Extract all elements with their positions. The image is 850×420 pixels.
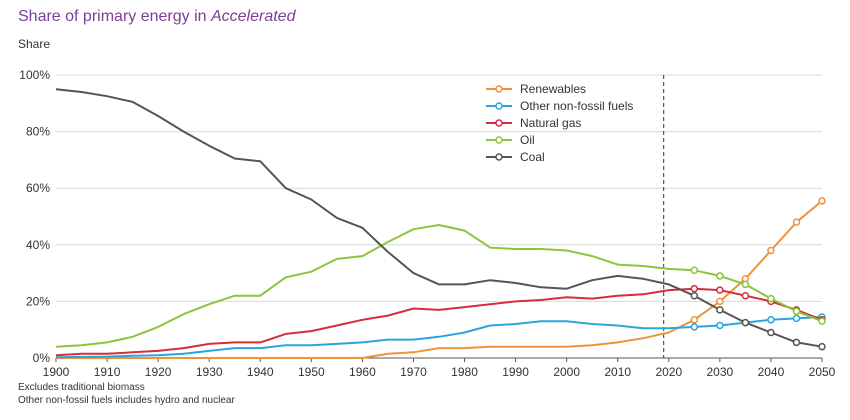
legend-label: Coal: [520, 150, 545, 164]
y-tick-label: 60%: [26, 181, 50, 195]
legend-marker: [495, 136, 503, 144]
series-marker: [818, 342, 826, 351]
series-marker: [716, 306, 724, 314]
series-marker: [716, 286, 724, 294]
series-marker: [767, 246, 775, 255]
title-scenario: Accelerated: [210, 8, 296, 25]
x-tick-label: 1950: [298, 365, 325, 379]
title-prefix: Share of primary energy in: [18, 8, 211, 25]
x-tick-label: 1990: [502, 365, 529, 379]
series-marker: [716, 297, 724, 306]
series-marker: [690, 284, 699, 293]
series-marker: [792, 307, 801, 316]
series-marker: [767, 328, 775, 337]
legend-label: Other non-fossil fuels: [520, 99, 633, 113]
series-marker: [818, 317, 826, 325]
y-tick-label: 20%: [26, 294, 50, 308]
series-marker: [741, 280, 750, 289]
series-marker: [690, 266, 699, 275]
x-tick-label: 1970: [400, 365, 427, 379]
legend-label: Natural gas: [520, 116, 581, 130]
series-line: [55, 316, 823, 359]
x-tick-label: 2010: [604, 365, 631, 379]
series-marker: [690, 291, 699, 300]
x-tick-label: 1920: [145, 365, 172, 379]
series-marker: [690, 323, 699, 331]
legend-label: Renewables: [520, 82, 586, 96]
x-tick-label: 2000: [553, 365, 580, 379]
series-marker: [767, 316, 775, 324]
y-tick-label: 80%: [26, 125, 50, 139]
series-marker: [767, 294, 775, 303]
series-line: [55, 224, 823, 348]
legend-marker: [495, 119, 503, 127]
y-tick-label: 40%: [26, 238, 50, 252]
x-tick-label: 2040: [758, 365, 785, 379]
legend-label: Oil: [520, 133, 535, 147]
series-marker: [741, 318, 750, 327]
series-marker: [792, 338, 801, 347]
legend-marker: [495, 85, 503, 93]
x-tick-label: 2020: [655, 365, 682, 379]
series-line: [55, 287, 823, 357]
x-tick-label: 1900: [43, 365, 70, 379]
x-tick-label: 1940: [247, 365, 274, 379]
x-tick-label: 2050: [809, 365, 836, 379]
series-marker: [690, 316, 699, 324]
series-marker: [716, 321, 724, 330]
y-tick-label: 100%: [19, 68, 50, 82]
series-line: [55, 88, 823, 348]
series-marker: [792, 314, 801, 323]
legend-marker: [495, 153, 503, 161]
series-marker: [818, 197, 826, 205]
x-tick-label: 1960: [349, 365, 376, 379]
chart-title: Share of primary energy in Accelerated: [18, 8, 295, 26]
legend-marker: [495, 102, 503, 110]
footnotes: Excludes traditional biomass Other non-f…: [18, 381, 235, 407]
x-tick-label: 1980: [451, 365, 478, 379]
x-tick-label: 1930: [196, 365, 223, 379]
x-tick-label: 1910: [94, 365, 121, 379]
footnote-non-fossil: Other non-fossil fuels includes hydro an…: [18, 395, 235, 406]
y-tick-label: 0%: [33, 351, 51, 365]
series-marker: [716, 272, 724, 280]
series-marker: [792, 218, 801, 226]
y-axis-label: Share: [18, 37, 51, 51]
footnote-biomass: Excludes traditional biomass: [18, 382, 145, 393]
series-marker: [741, 291, 750, 300]
x-tick-label: 2030: [707, 365, 734, 379]
